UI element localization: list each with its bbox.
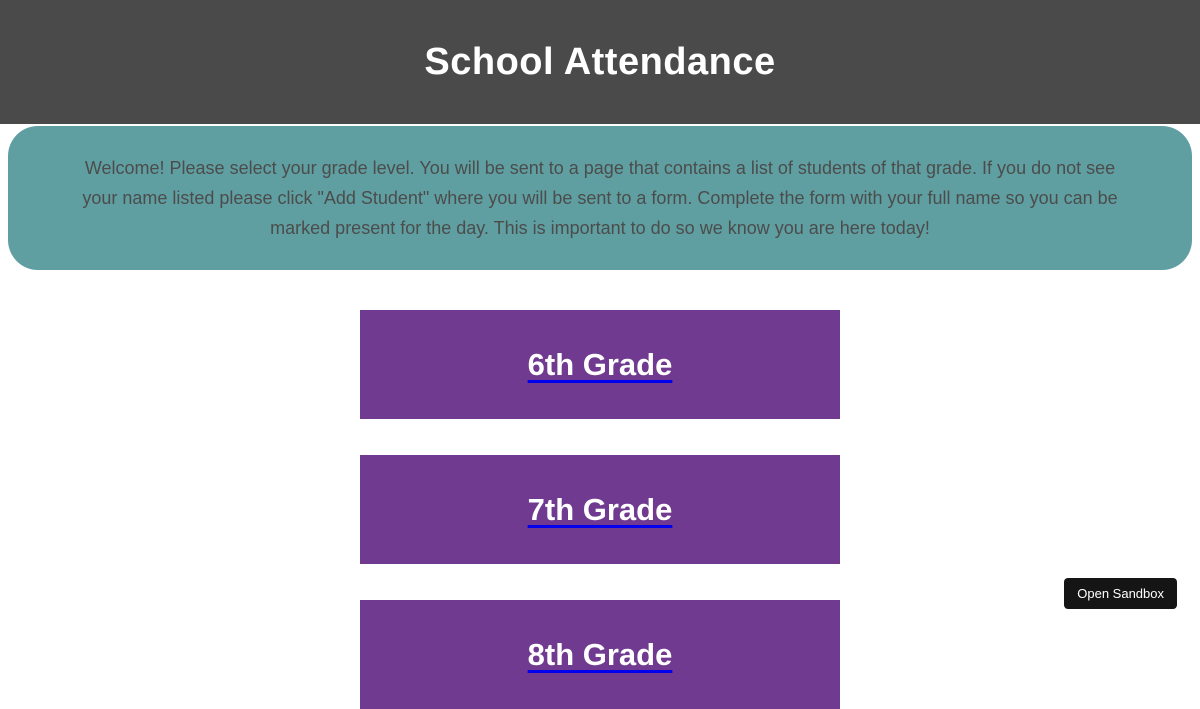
app-header: School Attendance [0,0,1200,124]
grade-link-6th[interactable]: 6th Grade [528,347,673,383]
grade-link-8th[interactable]: 8th Grade [528,637,673,673]
grade-block-7th[interactable]: 7th Grade [360,455,840,564]
welcome-banner: Welcome! Please select your grade level.… [8,126,1192,270]
grade-block-8th[interactable]: 8th Grade [360,600,840,709]
grade-link-7th[interactable]: 7th Grade [528,492,673,528]
grade-list: 6th Grade 7th Grade 8th Grade [360,310,840,709]
grade-label-7th: 7th Grade [527,491,673,527]
grade-label-8th: 8th Grade [527,636,673,672]
grade-block-6th[interactable]: 6th Grade [360,310,840,419]
page-title: School Attendance [424,40,776,83]
grade-label-6th: 6th Grade [527,346,673,382]
welcome-message: Welcome! Please select your grade level.… [82,158,1118,238]
open-sandbox-button[interactable]: Open Sandbox [1064,578,1177,609]
